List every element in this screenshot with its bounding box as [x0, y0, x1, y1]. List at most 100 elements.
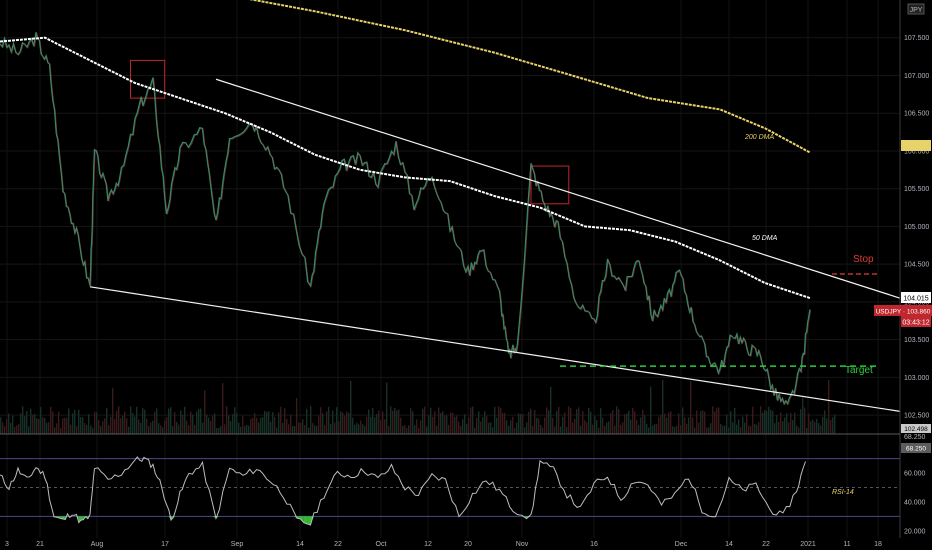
volume-bar — [822, 416, 824, 434]
volume-bar — [378, 410, 380, 434]
volume-bar — [426, 426, 428, 434]
volume-bar — [674, 426, 676, 434]
volume-bar — [146, 418, 148, 434]
volume-bar — [608, 421, 610, 434]
volume-bar — [512, 416, 514, 434]
volume-bar — [544, 417, 546, 434]
rsi-tick-label: 60.000 — [904, 471, 926, 478]
volume-bar — [346, 411, 348, 434]
volume-bar — [24, 415, 26, 434]
volume-bar — [248, 425, 250, 434]
time-tick-label: Sep — [231, 541, 244, 548]
volume-bar — [734, 407, 736, 434]
time-tick-label: Nov — [516, 541, 529, 548]
volume-bar — [156, 408, 158, 434]
volume-bar — [670, 411, 672, 434]
rsi-tick-label: 40.000 — [904, 499, 926, 506]
volume-bar — [356, 422, 358, 434]
volume-bar — [452, 412, 454, 434]
volume-bar — [582, 411, 584, 434]
volume-bar — [574, 418, 576, 434]
time-tick-label: 14 — [725, 541, 733, 548]
volume-bar — [228, 415, 230, 434]
volume-bar — [576, 409, 578, 434]
volume-bar — [344, 415, 346, 434]
volume-bar — [786, 413, 788, 434]
volume-bar — [526, 422, 528, 434]
volume-bar — [210, 421, 212, 434]
volume-bar — [12, 415, 14, 434]
volume-bar — [486, 416, 488, 434]
currency-badge: JPY — [910, 7, 923, 14]
volume-bar — [728, 427, 730, 434]
volume-bar — [430, 407, 432, 434]
volume-bar — [256, 417, 258, 434]
volume-bar — [694, 427, 696, 434]
volume-bar — [726, 414, 728, 434]
volume-bar — [506, 420, 508, 434]
volume-bar — [286, 418, 288, 434]
volume-bar — [754, 423, 756, 434]
volume-bar — [642, 409, 644, 434]
volume-bar — [630, 419, 632, 434]
volume-bar — [288, 424, 290, 434]
volume-bar — [58, 411, 60, 434]
time-tick-label: 21 — [36, 541, 44, 548]
volume-bar — [354, 424, 356, 434]
volume-bar — [548, 410, 550, 434]
volume-bar — [564, 412, 566, 434]
volume-bar — [68, 408, 70, 434]
volume-bar — [144, 409, 146, 434]
volume-bar — [338, 421, 340, 434]
ma200-line — [248, 0, 811, 154]
volume-bar — [148, 426, 150, 434]
volume-bar — [414, 425, 416, 434]
volume-bar — [446, 415, 448, 434]
volume-bar — [598, 427, 600, 434]
volume-bar — [612, 410, 614, 434]
volume-bar — [174, 412, 176, 434]
volume-bar — [620, 424, 622, 434]
volume-bar — [570, 408, 572, 434]
volume-bar — [572, 422, 574, 434]
price-series-line — [0, 32, 811, 406]
volume-bar — [818, 423, 820, 434]
volume-bar — [140, 422, 142, 434]
volume-bar — [466, 424, 468, 434]
volume-bar — [368, 409, 370, 434]
volume-bar — [594, 415, 596, 434]
volume-bar — [180, 410, 182, 434]
volume-bar — [46, 422, 48, 434]
volume-bar — [538, 418, 540, 434]
time-tick-label: Oct — [376, 541, 387, 548]
volume-bar — [388, 425, 390, 434]
volume-bar — [550, 386, 552, 434]
volume-bar — [208, 417, 210, 434]
volume-bar — [814, 422, 816, 434]
volume-bar — [716, 407, 718, 434]
volume-bar — [290, 415, 292, 434]
volume-bar — [106, 408, 108, 434]
volume-bar — [82, 417, 84, 434]
rsi-oversold-fill — [307, 516, 311, 525]
volume-bar — [154, 411, 156, 434]
volume-bar — [74, 409, 76, 434]
volume-bar — [390, 406, 392, 434]
volume-bar — [624, 414, 626, 434]
ma50-label: 50 DMA — [752, 235, 778, 242]
volume-bar — [436, 425, 438, 434]
volume-bar — [166, 417, 168, 434]
volume-bar — [606, 422, 608, 434]
volume-bar — [812, 419, 814, 434]
volume-bar — [708, 427, 710, 434]
target-label: Target — [845, 365, 873, 376]
volume-bar — [242, 416, 244, 434]
time-tick-label: Aug — [91, 541, 104, 548]
upper-trendline — [215, 78, 901, 299]
volume-bar — [244, 426, 246, 434]
volume-bar — [350, 380, 352, 434]
price-tick-label: 106.500 — [904, 111, 929, 118]
volume-bar — [48, 422, 50, 434]
volume-bar — [400, 417, 402, 434]
